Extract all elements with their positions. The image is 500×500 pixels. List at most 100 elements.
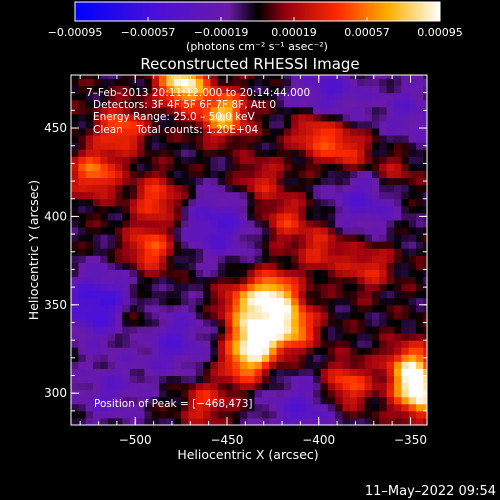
heatmap-cell <box>93 78 101 87</box>
heatmap-cell <box>217 92 226 101</box>
heatmap-cell <box>181 269 189 278</box>
colorbar-tick-label: −0.00057 <box>121 26 176 39</box>
heatmap-cell <box>342 135 351 143</box>
heatmap-cell <box>181 135 189 143</box>
heatmap-cell <box>320 156 329 164</box>
heatmap-cell <box>415 85 424 94</box>
heatmap-cell <box>195 149 204 157</box>
heatmap-cell <box>203 227 211 235</box>
heatmap-cell <box>393 135 402 143</box>
heatmap-cell <box>144 417 153 425</box>
heatmap-cell <box>357 113 366 122</box>
heatmap-cell <box>364 113 373 122</box>
heatmap-cell <box>188 333 197 341</box>
heatmap-cell <box>232 375 241 384</box>
heatmap-cell <box>342 113 351 122</box>
heatmap-cell <box>291 85 300 94</box>
heatmap-cell <box>71 99 79 108</box>
heatmap-cell <box>269 163 278 171</box>
heatmap-cell <box>379 128 388 136</box>
heatmap-cell <box>335 318 344 327</box>
heatmap-cell <box>137 340 145 348</box>
heatmap-cell <box>93 106 101 115</box>
heatmap-cell <box>217 333 226 341</box>
heatmap-cell <box>188 120 197 129</box>
heatmap-cell <box>327 163 336 171</box>
heatmap-cell <box>195 354 204 362</box>
heatmap-cell <box>122 120 131 129</box>
heatmap-cell <box>210 198 219 207</box>
heatmap-cell <box>181 92 189 101</box>
heatmap-cell <box>393 191 402 200</box>
heatmap-cell <box>371 276 380 285</box>
heatmap-cell <box>313 142 322 150</box>
heatmap-cell <box>151 410 160 419</box>
heatmap-cell <box>93 417 101 425</box>
heatmap-cell <box>415 311 424 320</box>
heatmap-cell <box>408 354 417 362</box>
heatmap-cell <box>225 135 233 143</box>
heatmap-cell <box>71 340 79 348</box>
heatmap-cell <box>151 340 160 348</box>
heatmap-cell <box>107 78 116 87</box>
heatmap-cell <box>393 156 402 164</box>
heatmap-cell <box>415 241 424 249</box>
heatmap-cell <box>357 99 366 108</box>
heatmap-cell <box>379 212 388 221</box>
heatmap-cell <box>305 106 314 115</box>
heatmap-cell <box>71 75 79 80</box>
heatmap-cell <box>107 163 116 171</box>
heatmap-cell <box>305 318 314 327</box>
heatmap-cell <box>195 219 204 228</box>
heatmap-cell <box>364 382 373 391</box>
heatmap-cell <box>210 219 219 228</box>
heatmap-cell <box>217 410 226 419</box>
heatmap-cell <box>137 410 145 419</box>
heatmap-cell <box>85 269 94 278</box>
heatmap-cell <box>342 177 351 186</box>
heatmap-cell <box>166 262 175 270</box>
heatmap-cell <box>371 142 380 150</box>
heatmap-cell <box>305 241 314 249</box>
heatmap-cell <box>195 227 204 235</box>
heatmap-cell <box>188 340 197 348</box>
heatmap-cell <box>298 361 307 369</box>
heatmap-cell <box>408 403 417 412</box>
heatmap-cell <box>122 92 131 101</box>
heatmap-cell <box>137 262 145 270</box>
heatmap-cell <box>335 382 344 391</box>
heatmap-cell <box>188 75 197 80</box>
heatmap-cell <box>305 191 314 200</box>
heatmap-cell <box>423 333 427 341</box>
heatmap-cell <box>181 333 189 341</box>
heatmap-cell <box>137 120 145 129</box>
heatmap-cell <box>379 382 388 391</box>
heatmap-cell <box>423 113 427 122</box>
heatmap-cell <box>85 333 94 341</box>
heatmap-cell <box>305 184 314 193</box>
heatmap-cell <box>195 368 204 376</box>
heatmap-cell <box>210 311 219 320</box>
heatmap-cell <box>393 128 402 136</box>
heatmap-cell <box>357 219 366 228</box>
heatmap-cell <box>327 389 336 398</box>
heatmap-cell <box>313 184 322 193</box>
heatmap-cell <box>210 290 219 299</box>
heatmap-cell <box>247 92 255 101</box>
heatmap-cell <box>107 177 116 186</box>
heatmap-cell <box>78 297 87 306</box>
heatmap-cell <box>137 248 145 256</box>
heatmap-cell <box>93 191 101 200</box>
heatmap-cell <box>203 396 211 405</box>
heatmap-cell <box>144 113 153 122</box>
heatmap-cell <box>71 78 79 87</box>
heatmap-cell <box>107 149 116 157</box>
heatmap-cell <box>159 219 167 228</box>
heatmap-cell <box>129 311 138 320</box>
heatmap-cell <box>364 135 373 143</box>
heatmap-cell <box>129 219 138 228</box>
heatmap-cell <box>254 227 263 235</box>
heatmap-cell <box>379 219 388 228</box>
heatmap-cell <box>313 368 322 376</box>
heatmap-cell <box>327 219 336 228</box>
